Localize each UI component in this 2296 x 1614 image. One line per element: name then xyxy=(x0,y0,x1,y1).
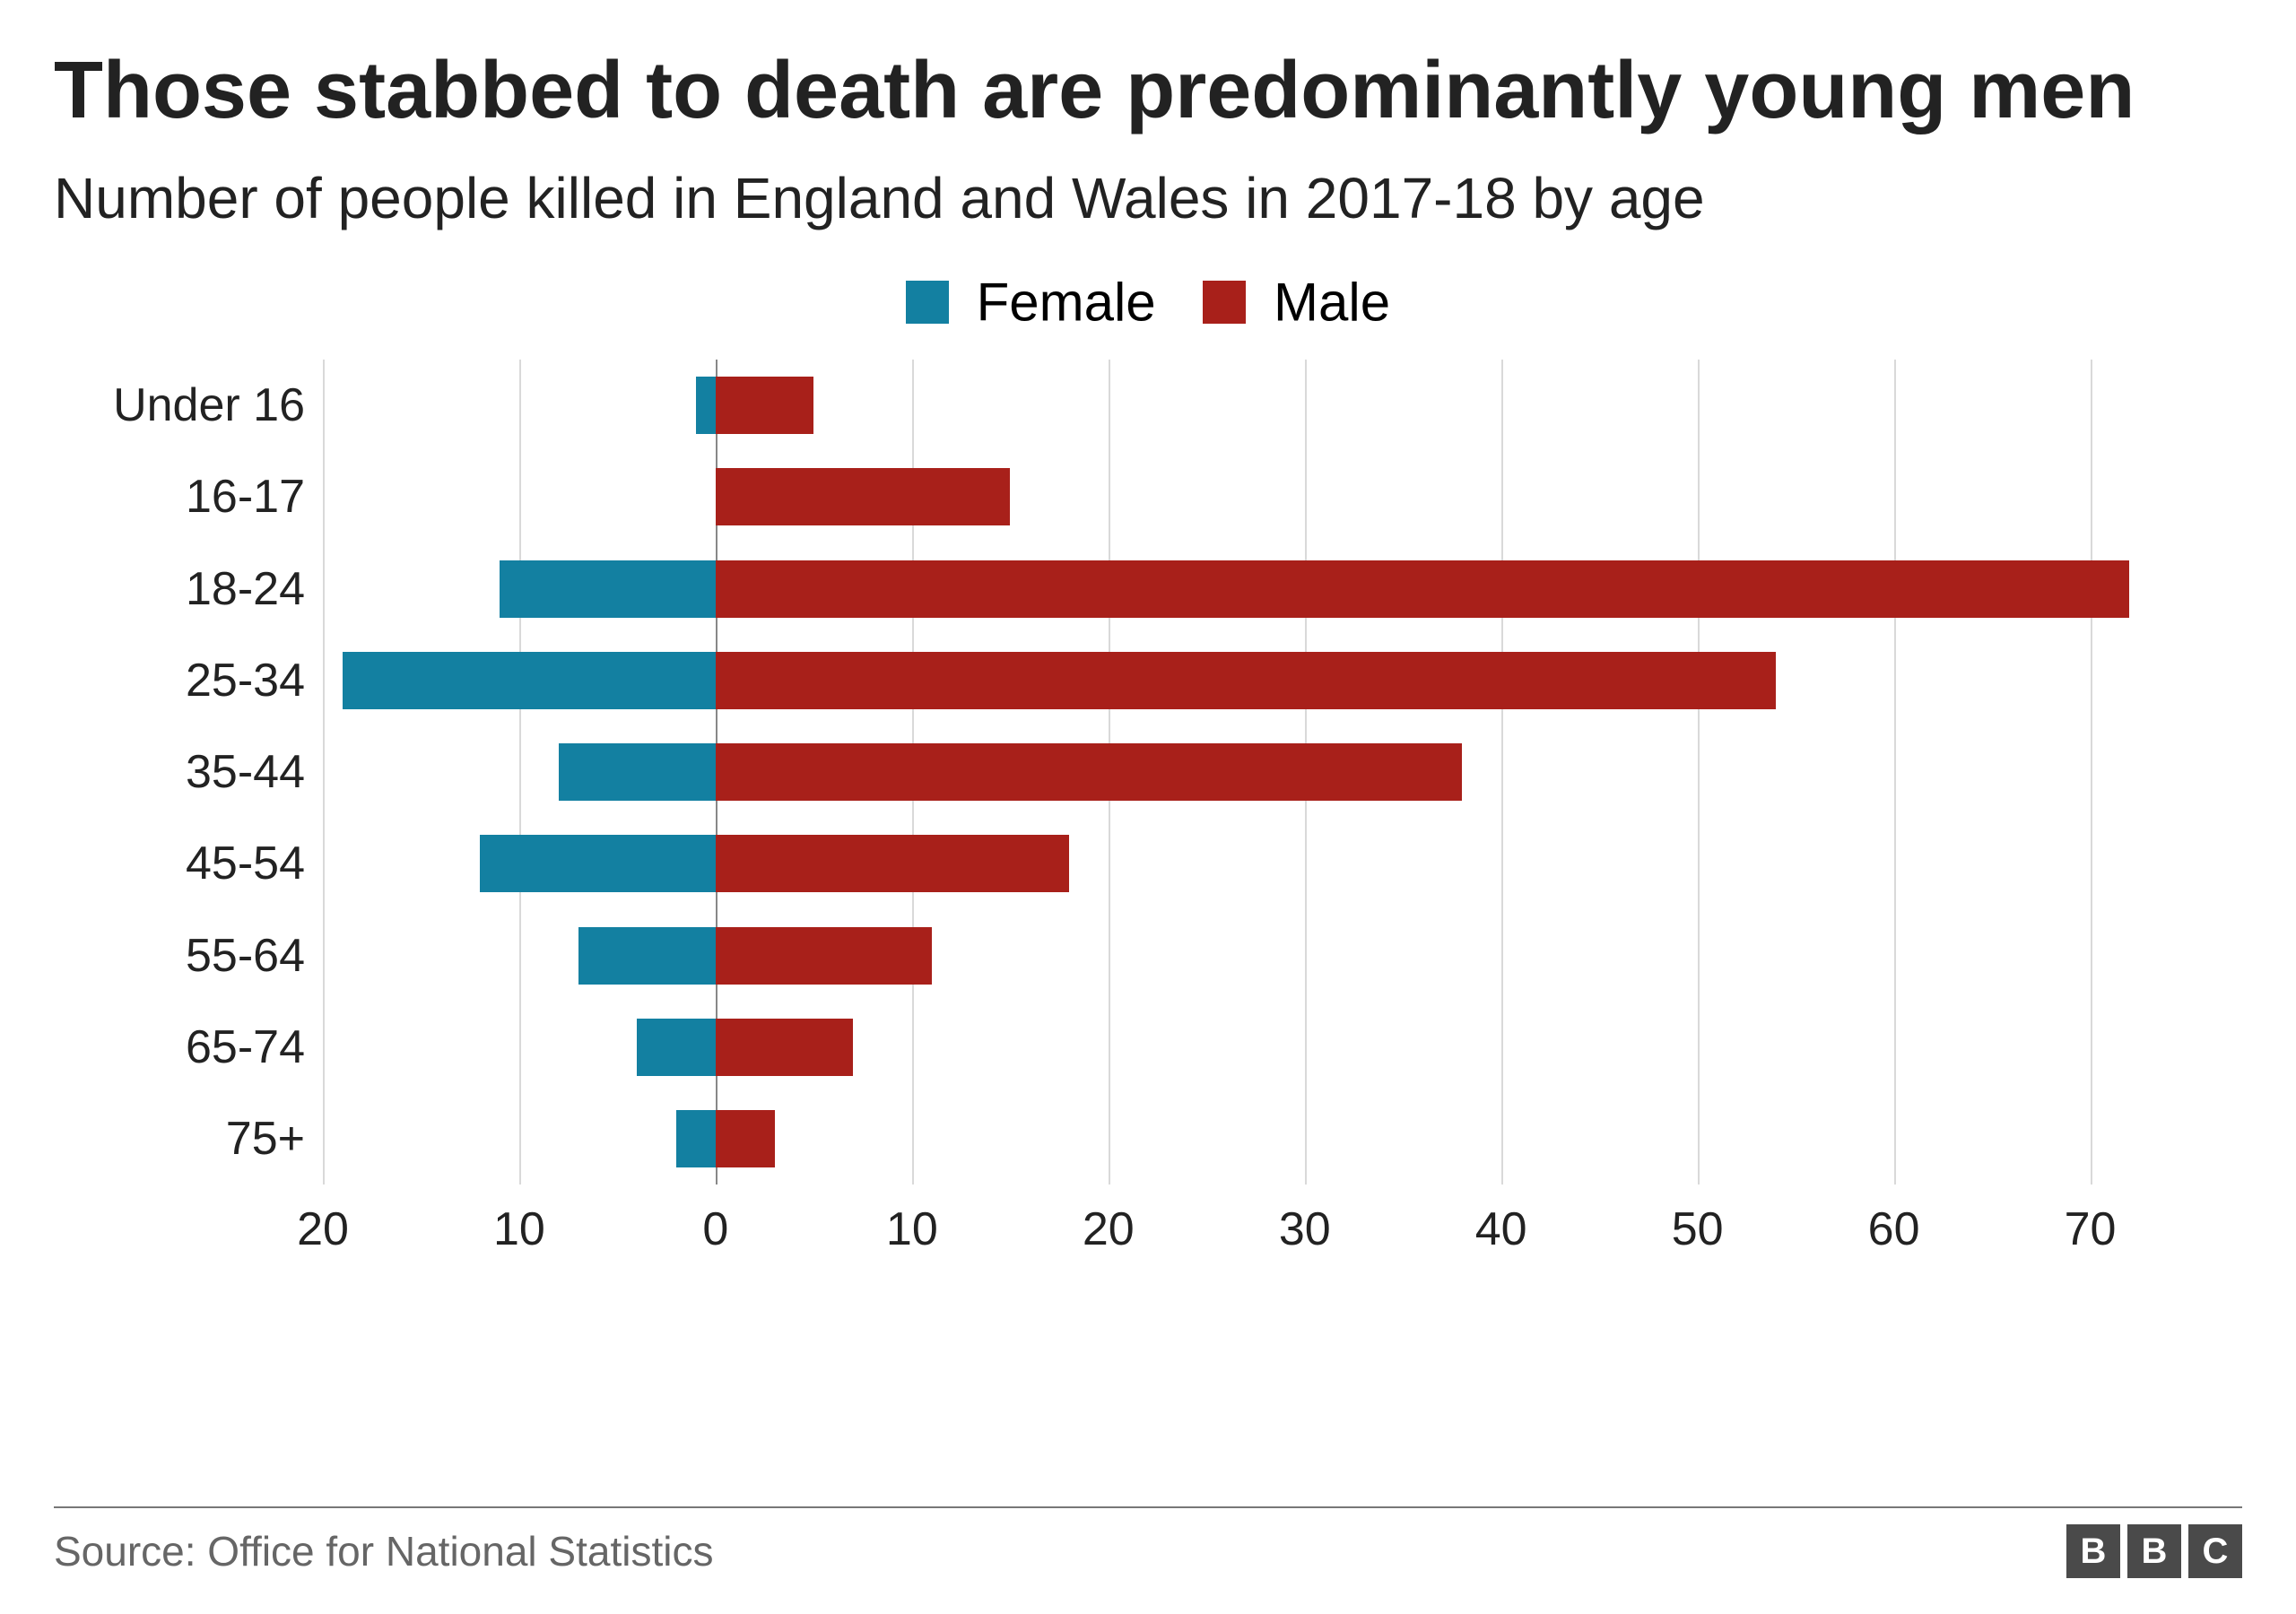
category-label: 35-44 xyxy=(186,745,305,799)
bar-female xyxy=(559,743,716,801)
chart-row: 55-64 xyxy=(323,909,2188,1001)
category-label: 18-24 xyxy=(186,562,305,616)
chart-row: 75+ xyxy=(323,1093,2188,1184)
category-label: 25-34 xyxy=(186,654,305,707)
chart-row: 35-44 xyxy=(323,726,2188,818)
footer: Source: Office for National Statistics B… xyxy=(54,1506,2242,1578)
legend-item-male: Male xyxy=(1203,267,1390,334)
category-label: 55-64 xyxy=(186,929,305,983)
x-tick-label: 0 xyxy=(702,1202,728,1256)
x-tick-label: 30 xyxy=(1279,1202,1331,1256)
plot: Under 1616-1718-2425-3435-4445-5455-6465… xyxy=(323,360,2188,1184)
bar-female xyxy=(637,1019,716,1076)
bar-female xyxy=(343,652,716,709)
bbc-logo: BBC xyxy=(2066,1524,2242,1578)
chart-row: 65-74 xyxy=(323,1002,2188,1093)
bar-female xyxy=(480,835,716,892)
x-tick-label: 40 xyxy=(1475,1202,1527,1256)
legend-swatch-female xyxy=(906,281,949,324)
bbc-logo-letter: B xyxy=(2066,1524,2120,1578)
x-tick-label: 70 xyxy=(2065,1202,2117,1256)
chart-row: 18-24 xyxy=(323,543,2188,635)
category-label: Under 16 xyxy=(113,378,305,432)
bbc-logo-letter: B xyxy=(2127,1524,2181,1578)
bar-male xyxy=(716,652,1776,709)
legend-label-male: Male xyxy=(1274,272,1390,332)
bar-male xyxy=(716,835,1069,892)
x-tick-label: 50 xyxy=(1672,1202,1724,1256)
category-label: 75+ xyxy=(226,1112,305,1166)
x-tick-label: 60 xyxy=(1868,1202,1920,1256)
bar-female xyxy=(696,377,716,434)
chart-row: 25-34 xyxy=(323,635,2188,726)
legend-swatch-male xyxy=(1203,281,1246,324)
legend: Female Male xyxy=(54,267,2242,334)
bar-female xyxy=(676,1110,716,1167)
category-label: 16-17 xyxy=(186,470,305,524)
bar-female xyxy=(500,560,716,618)
bar-female xyxy=(578,927,716,985)
chart-row: Under 16 xyxy=(323,360,2188,451)
bar-male xyxy=(716,468,1010,525)
x-tick-label: 20 xyxy=(1083,1202,1135,1256)
bbc-logo-letter: C xyxy=(2188,1524,2242,1578)
bar-male xyxy=(716,743,1462,801)
bar-male xyxy=(716,1019,853,1076)
legend-label-female: Female xyxy=(977,272,1156,332)
chart-title: Those stabbed to death are predominantly… xyxy=(54,45,2242,138)
category-label: 45-54 xyxy=(186,837,305,890)
chart-row: 16-17 xyxy=(323,451,2188,542)
chart-row: 45-54 xyxy=(323,818,2188,909)
x-tick-label: 10 xyxy=(493,1202,545,1256)
legend-item-female: Female xyxy=(906,267,1156,334)
bar-male xyxy=(716,1110,775,1167)
x-axis: 2010010203040506070 xyxy=(323,1184,2188,1274)
bar-male xyxy=(716,377,813,434)
bar-male xyxy=(716,560,2129,618)
chart-subtitle: Number of people killed in England and W… xyxy=(54,165,2242,231)
category-label: 65-74 xyxy=(186,1020,305,1074)
x-tick-label: 20 xyxy=(297,1202,349,1256)
source-text: Source: Office for National Statistics xyxy=(54,1527,713,1575)
x-tick-label: 10 xyxy=(886,1202,938,1256)
bar-male xyxy=(716,927,932,985)
chart-area: Under 1616-1718-2425-3435-4445-5455-6465… xyxy=(323,360,2188,1274)
